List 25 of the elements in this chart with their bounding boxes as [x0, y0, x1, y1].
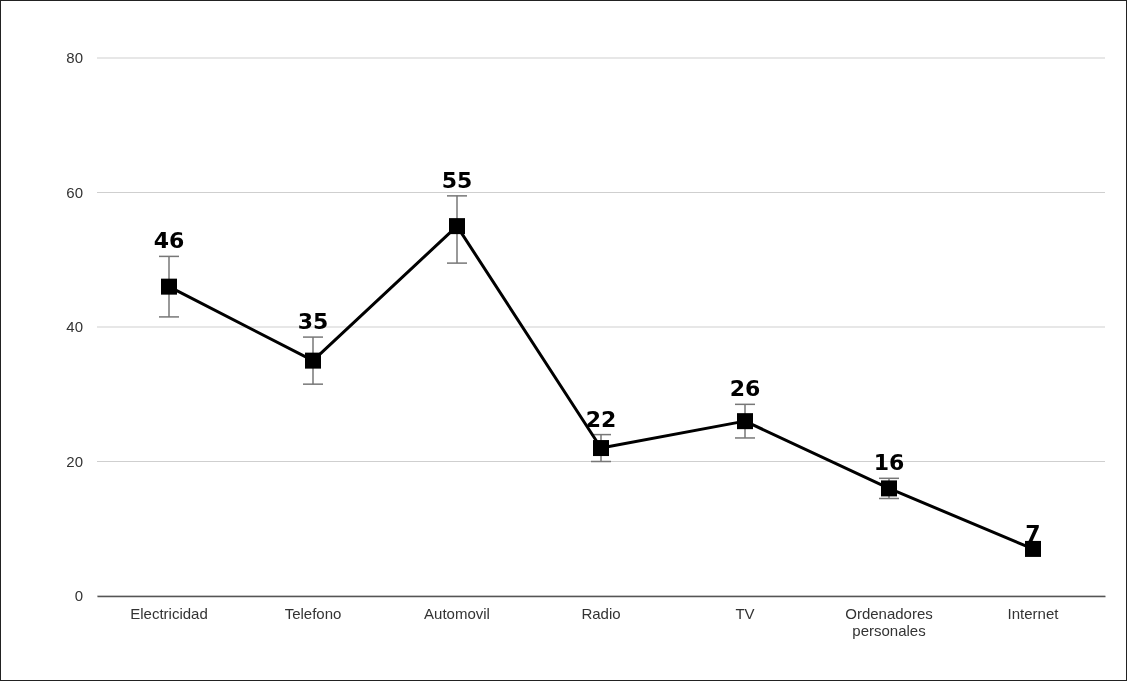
point — [161, 278, 177, 295]
point — [305, 352, 321, 369]
y-tick-label: 0 — [74, 587, 83, 605]
data-label: 22 — [585, 406, 617, 432]
data-label: 16 — [873, 450, 905, 476]
data-label: 35 — [297, 309, 329, 335]
x-tick-label: Ordenadores personales — [845, 604, 933, 639]
x-tick-label: Electricidad — [130, 604, 208, 622]
x-tick-label: Internet — [1007, 604, 1060, 622]
point — [737, 413, 753, 430]
point — [593, 440, 609, 457]
data-label: 46 — [153, 228, 185, 254]
data-label: 7 — [1025, 520, 1041, 546]
data-label: 26 — [729, 376, 761, 402]
x-tick-label: Telefono — [284, 604, 342, 622]
x-tick-label: TV — [735, 604, 755, 622]
x-tick-label: Automovil — [424, 604, 490, 622]
y-tick-label: 40 — [66, 318, 83, 336]
x-tick-label: Radio — [581, 604, 621, 622]
y-tick-label: 20 — [66, 452, 83, 470]
y-tick-label: 80 — [66, 49, 83, 67]
point — [1025, 540, 1041, 557]
data-label: 55 — [441, 167, 473, 193]
y-tick-label: 60 — [66, 183, 83, 201]
point — [449, 218, 465, 235]
